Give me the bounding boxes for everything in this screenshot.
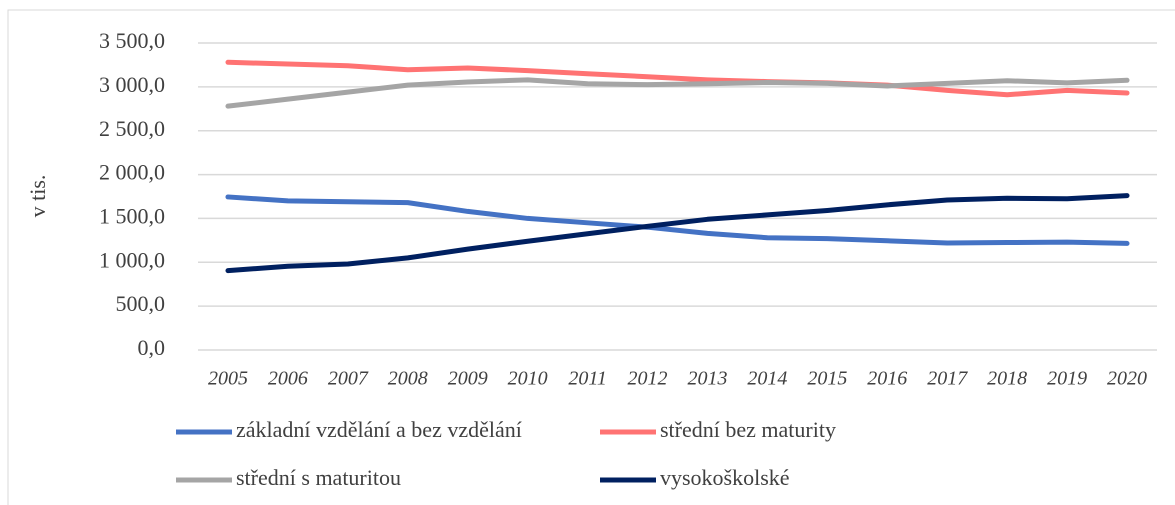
- x-tick-label: 2010: [508, 368, 548, 390]
- chart-frame: [7, 9, 1175, 505]
- x-tick-label: 2006: [268, 368, 308, 390]
- x-tick-label: 2012: [628, 368, 668, 390]
- y-tick-label: 1 500,0: [99, 203, 165, 228]
- legend-label: střední bez maturity: [660, 417, 836, 442]
- y-tick-label: 0,0: [138, 335, 166, 360]
- x-tick-label: 2018: [987, 368, 1027, 390]
- y-tick-label: 2 500,0: [99, 116, 165, 141]
- series-line: [225, 194, 1130, 246]
- y-tick-label: 3 000,0: [99, 72, 165, 97]
- y-tick-label: 1 000,0: [99, 247, 165, 272]
- y-tick-label: 3 500,0: [99, 28, 165, 53]
- x-tick-label: 2005: [208, 368, 248, 390]
- y-tick-label: 2 000,0: [99, 160, 165, 185]
- series-line: [225, 77, 1130, 109]
- x-tick-label: 2020: [1107, 368, 1147, 390]
- legend-label: střední s maturitou: [236, 465, 401, 490]
- x-tick-label: 2019: [1047, 368, 1087, 390]
- x-tick-label: 2007: [328, 368, 369, 390]
- x-tick-label: 2013: [687, 368, 727, 390]
- series-line: [225, 193, 1130, 274]
- x-tick-label: 2017: [927, 368, 968, 390]
- x-tick-label: 2015: [807, 368, 847, 390]
- y-tick-label: 500,0: [116, 291, 166, 316]
- x-tick-label: 2009: [448, 368, 488, 390]
- legend-label: vysokoškolské: [660, 465, 790, 490]
- x-tick-label: 2016: [867, 368, 907, 390]
- x-tick-label: 2008: [388, 368, 428, 390]
- y-axis-label: v tis.: [25, 175, 50, 218]
- series-line: [225, 59, 1130, 98]
- legend-label: základní vzdělání a bez vzdělání: [236, 417, 522, 442]
- x-tick-label: 2011: [568, 368, 607, 390]
- x-tick-label: 2014: [747, 368, 787, 390]
